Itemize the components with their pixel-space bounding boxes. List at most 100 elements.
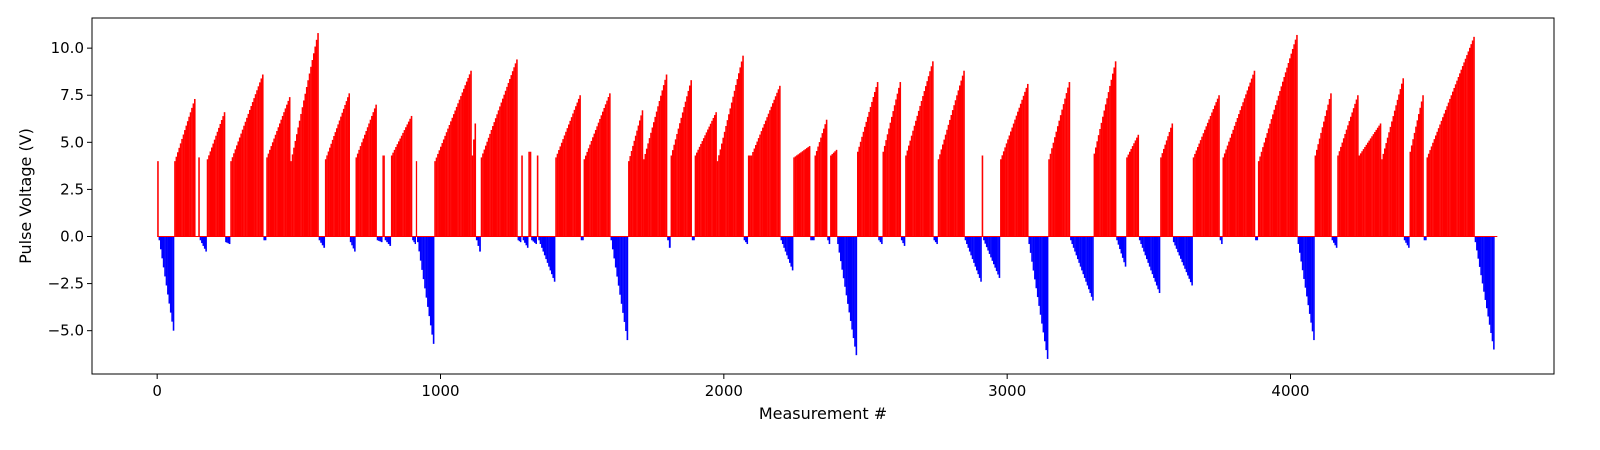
positive-pulse-bar (1430, 146, 1433, 237)
positive-pulse-bar (1238, 114, 1240, 237)
positive-pulse-bar (1052, 142, 1055, 237)
positive-pulse-bar (1214, 105, 1216, 237)
positive-pulse-bar (492, 126, 494, 237)
positive-pulse-bar (356, 153, 359, 237)
positive-pulse-bar (1270, 119, 1273, 237)
negative-pulse-bar (1188, 236, 1191, 279)
positive-pulse-bar (681, 112, 684, 237)
positive-pulse-bar (923, 91, 926, 237)
negative-pulse-bar (1045, 236, 1047, 351)
negative-pulse-bar (994, 236, 996, 268)
negative-pulse-bar (1488, 236, 1491, 325)
negative-pulse-bar (967, 236, 970, 248)
positive-pulse-bar (1374, 132, 1376, 237)
positive-pulse-bar (291, 154, 294, 237)
negative-pulse-bar (203, 236, 206, 249)
positive-pulse-bar (899, 82, 902, 237)
positive-pulse-bar (589, 144, 591, 237)
positive-pulse-bar (1061, 109, 1063, 237)
negative-pulse-bar (997, 236, 999, 275)
positive-pulse-bar (341, 112, 344, 237)
positive-pulse-bar (1048, 159, 1050, 237)
positive-pulse-bar (494, 118, 497, 237)
negative-pulse-bar (1116, 236, 1118, 241)
positive-pulse-bar (461, 92, 464, 237)
negative-pulse-bar (164, 236, 166, 277)
positive-pulse-bar (1049, 153, 1052, 237)
negative-pulse-bar (1491, 236, 1494, 342)
positive-pulse-bar (596, 126, 598, 237)
positive-pulse-bar (330, 143, 332, 237)
negative-pulse-bar (1408, 236, 1410, 248)
positive-pulse-bar (1160, 157, 1162, 237)
positive-pulse-bar (177, 152, 179, 237)
negative-pulse-bar (849, 236, 852, 321)
positive-pulse-bar (1467, 51, 1470, 237)
negative-pulse-bar (431, 236, 433, 335)
negative-pulse-bar (1307, 236, 1310, 306)
positive-pulse-bar (869, 106, 872, 237)
negative-pulse-bar (1308, 236, 1311, 314)
positive-pulse-bar (1266, 133, 1268, 237)
positive-pulse-bar (648, 138, 651, 237)
positive-pulse-bar (888, 128, 890, 237)
positive-pulse-bar (1024, 91, 1026, 237)
negative-pulse-bar (902, 236, 904, 244)
positive-pulse-bar (576, 102, 579, 237)
negative-pulse-bar (1079, 236, 1082, 267)
positive-pulse-bar (684, 101, 687, 237)
negative-pulse-bar (477, 236, 480, 246)
positive-pulse-bar (1231, 133, 1233, 237)
negative-pulse-bar (414, 236, 416, 245)
negative-pulse-bar (421, 236, 423, 270)
positive-pulse-bar (1340, 146, 1342, 237)
positive-pulse-bar (395, 147, 397, 237)
positive-pulse-bar (721, 143, 723, 237)
positive-pulse-bar (331, 139, 334, 237)
negative-pulse-bar (387, 236, 390, 245)
positive-pulse-bar (409, 118, 411, 237)
positive-pulse-bar (749, 155, 751, 237)
positive-pulse-bar (293, 147, 295, 237)
negative-pulse-bar (781, 236, 784, 245)
positive-pulse-bar (868, 111, 870, 237)
positive-pulse-bar (1464, 58, 1467, 237)
negative-pulse-bar (1044, 236, 1046, 342)
positive-pulse-bar (1324, 115, 1327, 237)
x-axis-label: Measurement # (759, 404, 887, 423)
positive-pulse-bar (645, 148, 648, 237)
positive-pulse-bar (634, 135, 637, 237)
negative-pulse-bar (623, 236, 626, 322)
positive-pulse-bar (1262, 147, 1264, 237)
positive-pulse-bar (457, 103, 459, 237)
positive-pulse-bar (1470, 44, 1472, 237)
negative-pulse-bar (1180, 236, 1182, 259)
positive-pulse-bar (218, 127, 220, 237)
positive-pulse-bar (1444, 109, 1447, 237)
negative-pulse-bar (425, 236, 428, 298)
negative-pulse-bar (1085, 236, 1087, 282)
positive-pulse-bar (926, 81, 928, 237)
positive-pulse-bar (1192, 157, 1195, 237)
positive-pulse-bar (917, 110, 920, 237)
positive-pulse-bar (1327, 104, 1329, 237)
positive-pulse-bar (981, 155, 984, 237)
negative-pulse-bar (974, 236, 977, 267)
positive-pulse-bar (368, 123, 370, 237)
positive-pulse-bar (437, 153, 439, 237)
positive-pulse-bar (577, 98, 580, 237)
positive-pulse-bar (1269, 123, 1271, 237)
positive-pulse-bar (270, 146, 273, 237)
positive-pulse-bar (470, 70, 472, 237)
positive-pulse-bar (942, 144, 944, 237)
negative-pulse-bar (619, 236, 621, 295)
positive-pulse-bar (660, 95, 662, 237)
positive-pulse-bar (1342, 138, 1345, 237)
positive-pulse-bar (157, 161, 159, 237)
positive-pulse-bar (859, 141, 862, 237)
positive-pulse-bar (1314, 155, 1317, 237)
positive-pulse-bar (650, 132, 652, 237)
positive-pulse-bar (1161, 153, 1164, 237)
negative-pulse-bar (900, 236, 903, 241)
